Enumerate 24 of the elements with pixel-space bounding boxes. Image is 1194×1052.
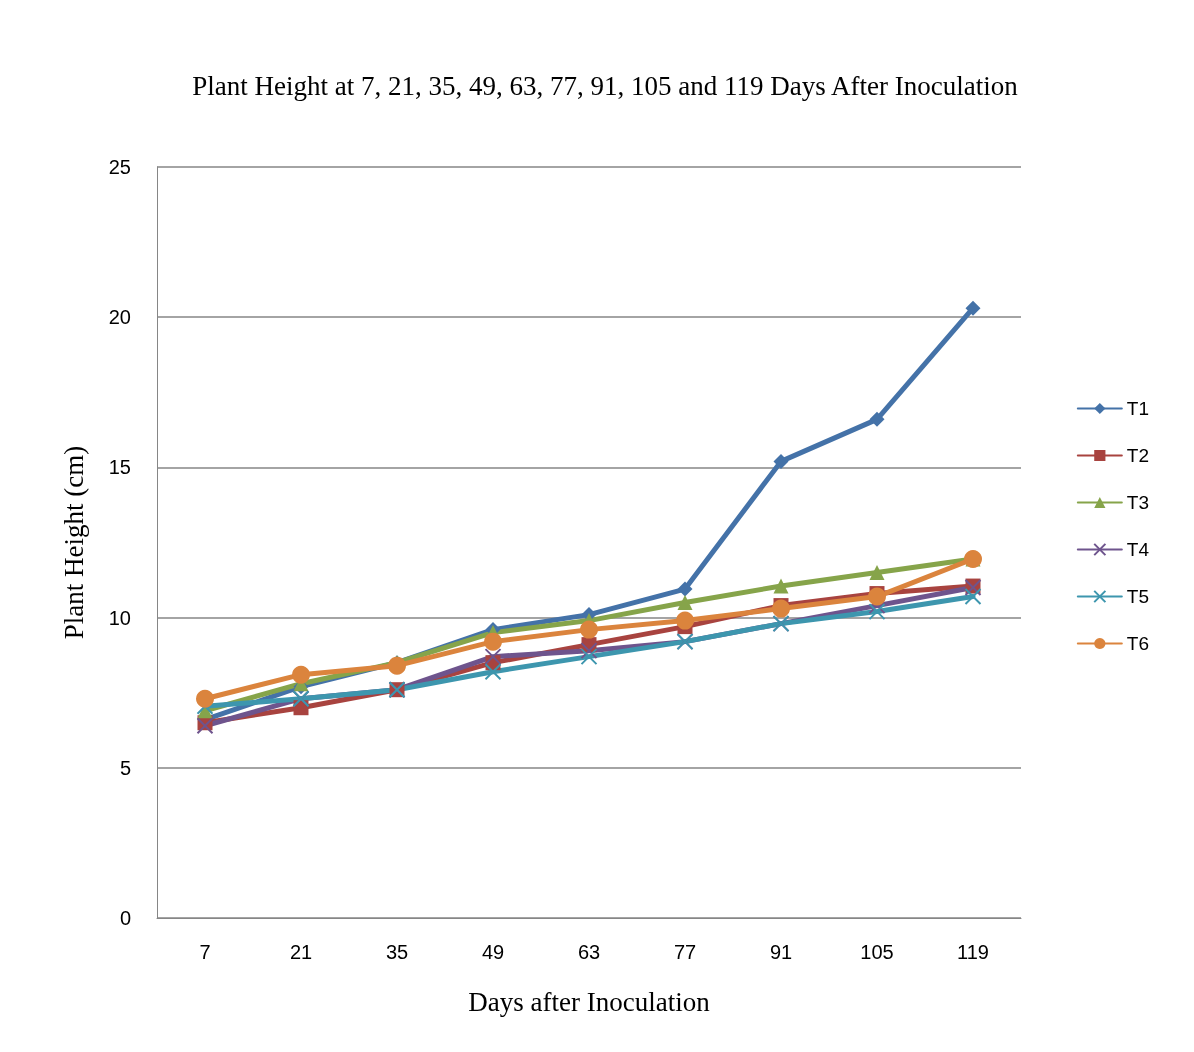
legend-label: T3 bbox=[1126, 492, 1150, 513]
legend-label: T2 bbox=[1126, 445, 1150, 466]
legend-label: T1 bbox=[1126, 398, 1150, 419]
legend-label: T4 bbox=[1126, 539, 1150, 560]
y-tick-label: 15 bbox=[108, 456, 131, 479]
y-tick-label: 10 bbox=[108, 606, 131, 629]
x-axis-title: Days after Inoculation bbox=[468, 986, 711, 1017]
x-tick-label: 7 bbox=[199, 941, 211, 963]
x-tick-label: 49 bbox=[481, 941, 505, 963]
x-tick-label: 21 bbox=[289, 941, 313, 963]
y-tick-label: 0 bbox=[119, 907, 131, 929]
x-tick-label: 105 bbox=[860, 941, 894, 963]
x-tick-label: 119 bbox=[957, 941, 989, 963]
y-axis-title: Plant Height (cm) bbox=[58, 445, 89, 640]
chart-title: Plant Height at 7, 21, 35, 49, 63, 77, 91, 105 and 119 Days After Inoculation bbox=[192, 70, 1019, 101]
y-tick-label: 5 bbox=[119, 756, 131, 779]
legend-label: T5 bbox=[1126, 586, 1150, 607]
y-tick-label: 20 bbox=[108, 306, 131, 329]
x-tick-label: 63 bbox=[577, 941, 601, 963]
legend-label: T6 bbox=[1126, 633, 1150, 654]
y-tick-label: 25 bbox=[108, 156, 131, 178]
x-tick-label: 77 bbox=[673, 941, 697, 963]
x-tick-label: 91 bbox=[769, 941, 793, 963]
x-tick-label: 35 bbox=[385, 941, 409, 963]
